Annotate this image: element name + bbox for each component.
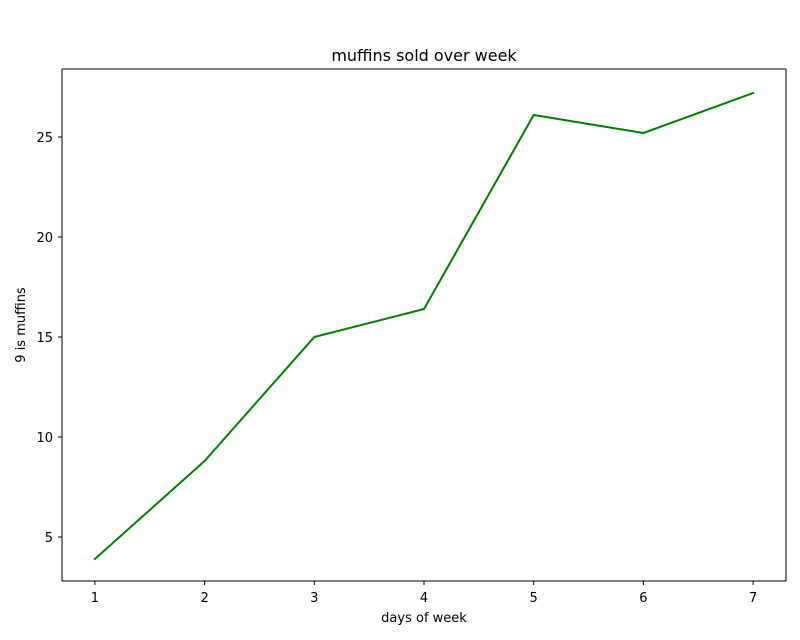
plot-frame [61,68,787,582]
series-line [93,91,755,561]
y-tick-label: 5 [45,531,53,546]
x-tick-label: 1 [91,591,99,606]
x-tick-label: 7 [749,591,757,606]
x-tick-label: 3 [310,591,318,606]
y-axis-label: 9 is muffins [14,287,29,363]
y-axis-ticks: 5 10 15 20 25 [36,131,62,546]
y-tick-label: 20 [36,231,53,246]
x-axis-label: days of week [381,611,467,626]
series-group [93,91,755,561]
plot-area: 1 2 3 4 5 6 7 5 10 15 20 25 [36,68,787,606]
x-tick-label: 2 [200,591,208,606]
x-tick-label: 6 [639,591,647,606]
y-tick-label: 15 [36,331,53,346]
y-tick-label: 25 [36,131,53,146]
x-tick-label: 4 [420,591,428,606]
chart-title: muffins sold over week [331,46,517,65]
x-tick-label: 5 [530,591,538,606]
y-tick-label: 10 [36,431,53,446]
x-axis-ticks: 1 2 3 4 5 6 7 [91,581,757,606]
